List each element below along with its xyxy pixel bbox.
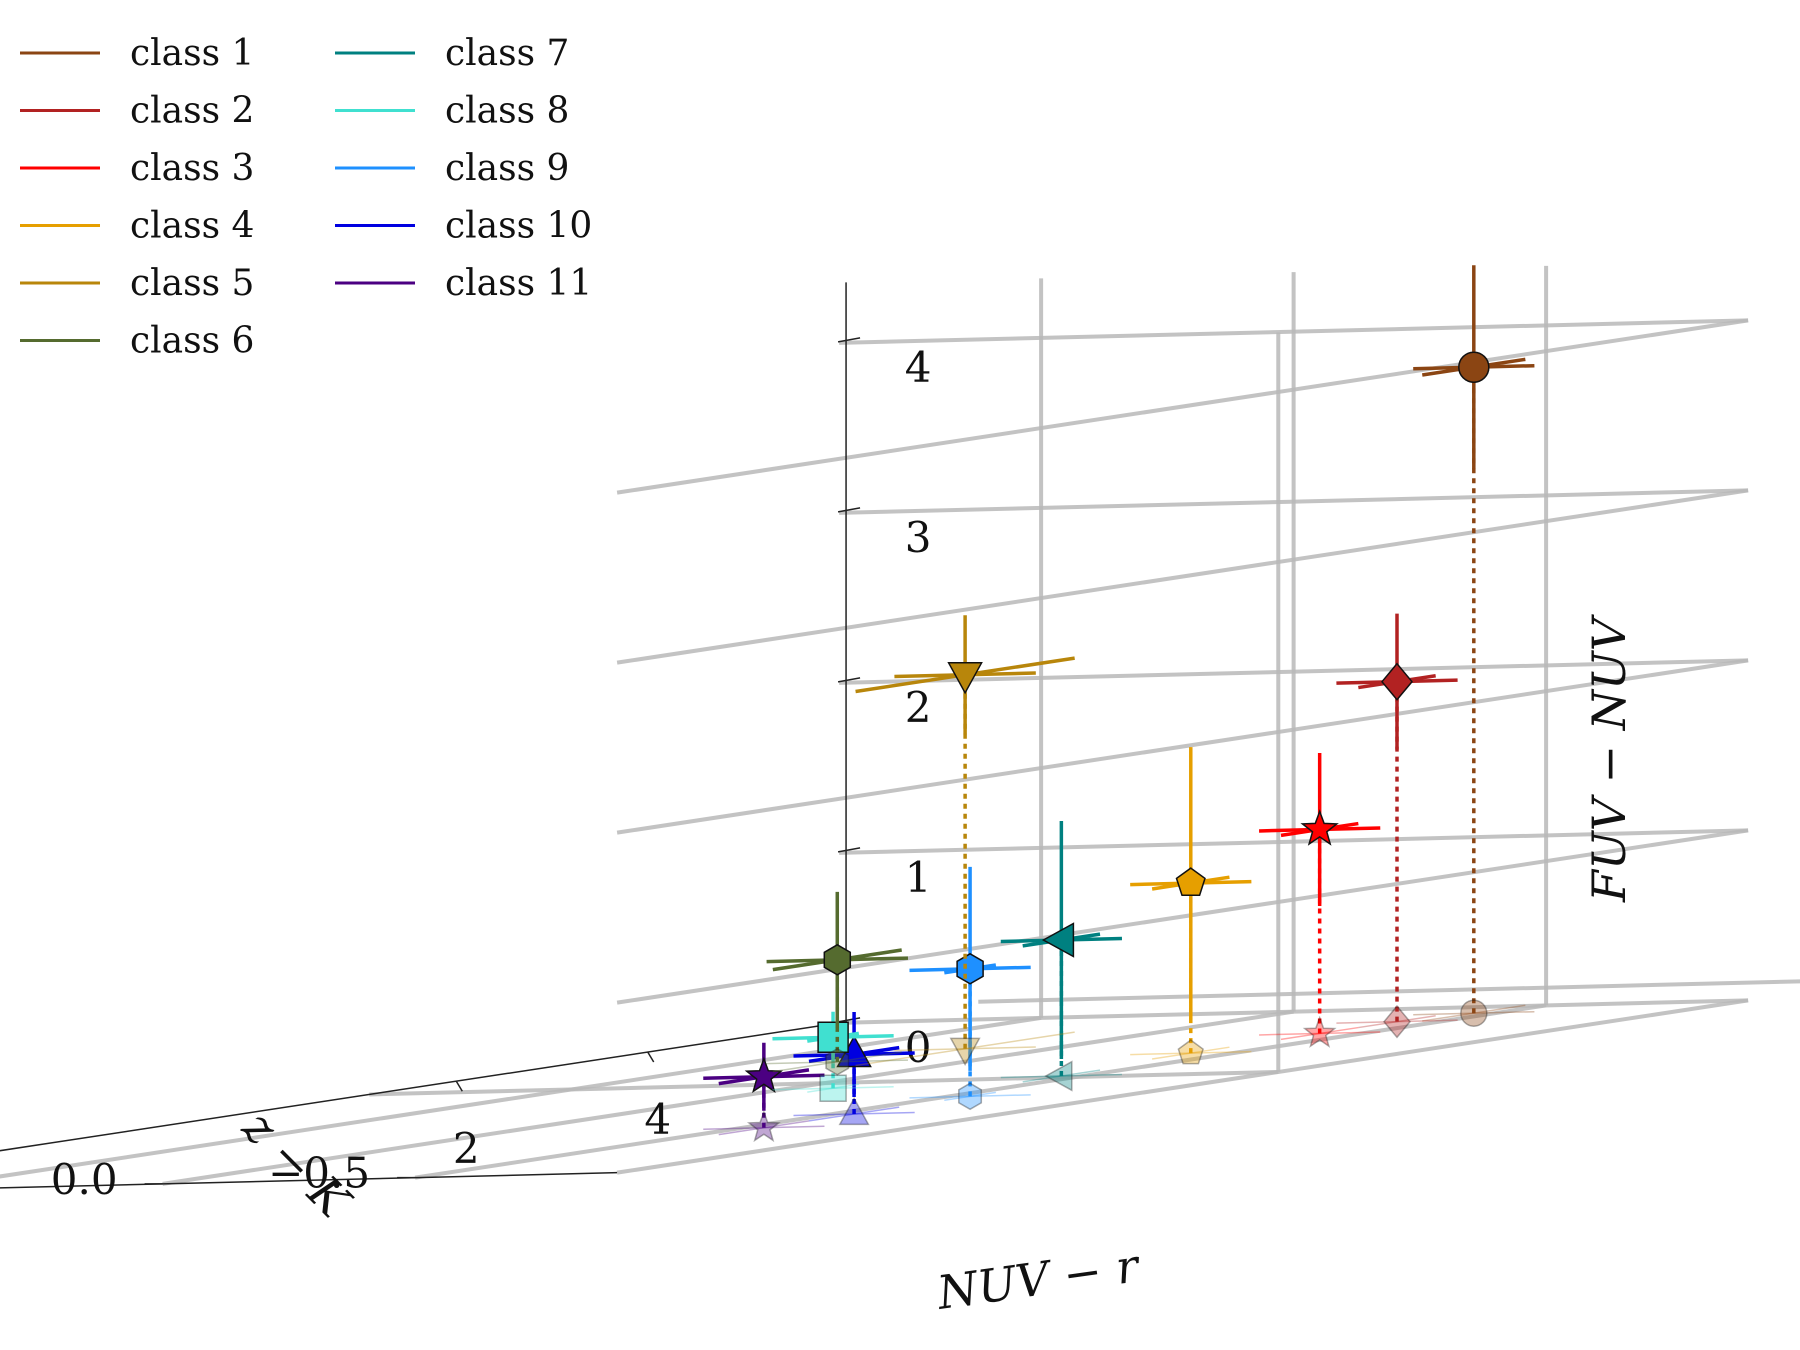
series-class-8: [772, 1011, 894, 1102]
floor-marker: [949, 1037, 981, 1066]
floor-marker: [838, 1096, 870, 1126]
series-class-7: [1000, 821, 1123, 1092]
grid-line: [162, 1009, 1294, 1186]
floor-marker: [746, 1110, 781, 1143]
z-tick: [837, 337, 861, 343]
z-tick-label: 2: [905, 683, 932, 732]
data-marker: [1458, 351, 1490, 383]
grid-line: [616, 658, 1749, 835]
series-class-4: [1130, 747, 1252, 1065]
legend-label: class 3: [130, 148, 254, 189]
legend: class 1 class 2 class 3 class 4 class 5 class…: [20, 33, 592, 362]
series-class-10: [793, 1012, 915, 1126]
floor-marker: [1460, 999, 1488, 1027]
data-marker: [1300, 809, 1339, 846]
grid-line: [0, 1015, 1042, 1179]
series-class-5: [855, 615, 1075, 1067]
z-tick-label: 3: [905, 513, 932, 562]
z-tick-label: 1: [905, 853, 932, 902]
data-marker: [1175, 867, 1206, 896]
legend-entry: class 11: [335, 263, 592, 304]
z-tick-label: 4: [905, 343, 932, 392]
series-class-1: [1413, 265, 1535, 1027]
legend-entry: class 10: [335, 206, 592, 247]
series-class-3: [1259, 752, 1381, 1048]
legend-label: class 7: [445, 33, 569, 74]
floor-marker: [1177, 1039, 1204, 1065]
x-tick: [647, 1051, 655, 1063]
data-marker: [947, 662, 983, 695]
data-marker: [1041, 922, 1075, 958]
z-tick: [837, 507, 861, 513]
floor-marker: [958, 1082, 983, 1111]
series-class-11: [703, 1042, 825, 1143]
x-axis-line: [0, 1022, 840, 1152]
series-class-9: [909, 866, 1031, 1111]
legend-entry: class 2: [20, 91, 254, 132]
floor-marker: [1383, 1004, 1411, 1039]
legend-entry: class 3: [20, 148, 254, 189]
legend-label: class 9: [445, 148, 569, 189]
grid-line: [369, 1069, 1279, 1097]
z-tick: [837, 847, 861, 853]
floor-marker: [819, 1074, 847, 1102]
y-tick-label: 0.0: [51, 1155, 118, 1204]
axis-layer: 24−0.50.00.501234: [0, 282, 932, 1204]
legend-label: class 11: [445, 263, 592, 304]
legend-entry: class 6: [20, 321, 254, 362]
x-tick: [455, 1080, 463, 1092]
grid-line: [414, 1003, 1547, 1180]
legend-entry: class 5: [20, 263, 254, 304]
legend-label: class 10: [445, 206, 592, 247]
y-tick-label: −0.5: [268, 1149, 370, 1198]
legend-label: class 5: [130, 263, 254, 304]
z-tick-label: 0: [905, 1023, 932, 1072]
legend-entry: class 9: [335, 148, 569, 189]
grid-line: [616, 488, 1749, 665]
data-marker: [823, 943, 852, 976]
z-axis-label: FUV − NUV: [1582, 613, 1636, 903]
series-class-6: [766, 891, 909, 1076]
grid-layer: [0, 265, 1800, 1186]
legend-entry: class 1: [20, 33, 254, 74]
data-marker: [1381, 662, 1413, 701]
x-axis-label: NUV − r: [933, 1238, 1145, 1320]
legend-entry: class 7: [335, 33, 569, 74]
legend-label: class 1: [130, 33, 254, 74]
grid-line: [616, 318, 1749, 495]
legend-label: class 8: [445, 91, 569, 132]
x-tick-label: 2: [453, 1124, 480, 1173]
data-layer: [703, 265, 1535, 1143]
legend-label: class 4: [130, 206, 254, 247]
floor-marker: [1044, 1060, 1073, 1092]
x-tick-label: 4: [644, 1095, 671, 1144]
legend-label: class 2: [130, 91, 254, 132]
series-class-2: [1336, 613, 1458, 1039]
grid-line: [978, 979, 1800, 1004]
data-marker: [817, 1021, 849, 1053]
z-tick: [837, 677, 861, 683]
legend-label: class 6: [130, 321, 254, 362]
z-tick: [837, 1017, 861, 1023]
data-marker: [744, 1056, 784, 1094]
legend-entry: class 4: [20, 206, 254, 247]
grid-line: [616, 998, 1749, 1175]
legend-entry: class 8: [335, 91, 569, 132]
data-marker: [956, 952, 984, 985]
floor-marker: [1302, 1015, 1337, 1048]
floor-marker: [825, 1047, 850, 1076]
grid-line: [616, 828, 1749, 1005]
